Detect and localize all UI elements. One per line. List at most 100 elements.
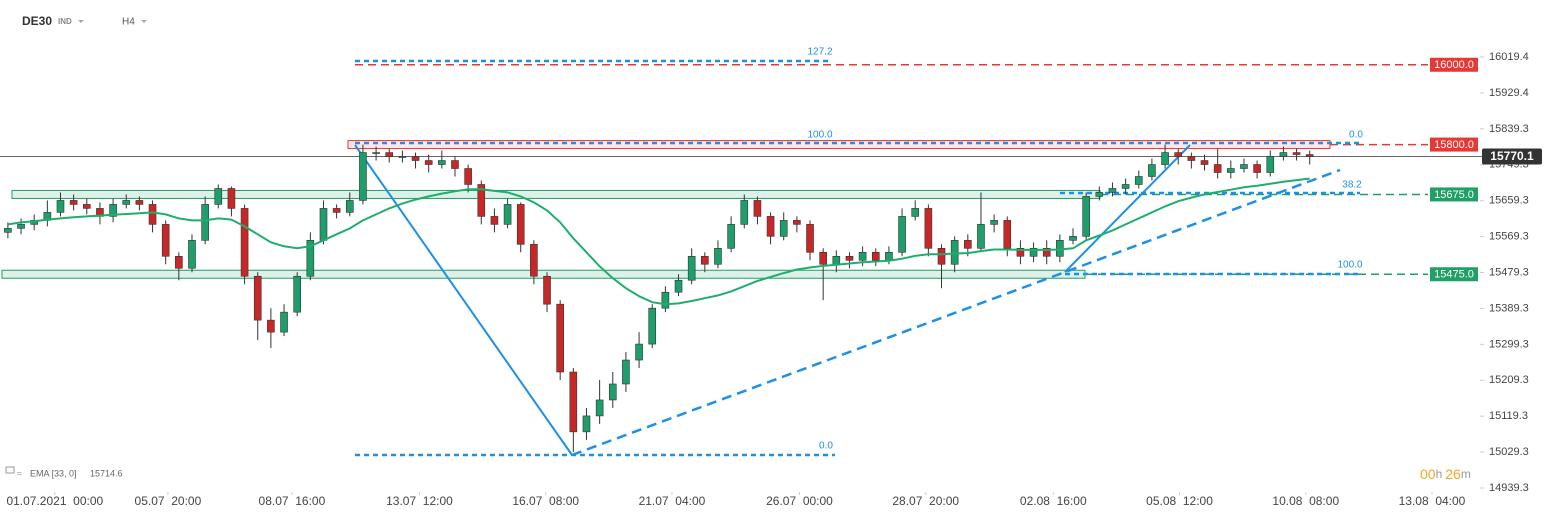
candle-body: [832, 255, 841, 265]
overlay: 127.2 100.0 0.0 0.0 38.2 100.0: [1, 47, 1428, 457]
x-tick-label: 08.07 16:00: [259, 494, 326, 508]
candle-body: [267, 319, 275, 333]
candle-body: [240, 208, 249, 277]
candle-body: [569, 371, 578, 433]
x-tick-label: 10.08 08:00: [1272, 494, 1339, 508]
y-tick-label: 15209.3: [1489, 374, 1529, 386]
candle-body: [990, 220, 998, 225]
candle-body: [175, 255, 183, 269]
candle-body: [1121, 184, 1130, 189]
timeframe[interactable]: H4: [122, 17, 135, 28]
candle-body: [950, 240, 959, 265]
fib-line: [354, 144, 573, 456]
fib-label: 100.0: [807, 130, 832, 141]
x-tick-label: 13.07 12:00: [386, 494, 453, 508]
candle-body: [1095, 192, 1104, 197]
candle-body: [1292, 152, 1301, 155]
candle-body: [214, 188, 223, 205]
fib-label: 0.0: [1349, 130, 1363, 141]
candle-body: [701, 255, 709, 265]
candle-body: [556, 303, 564, 373]
candle-body: [293, 275, 301, 313]
candle-body: [648, 307, 657, 345]
current-price-box: [1482, 148, 1542, 165]
fib-label: 0.0: [819, 441, 833, 452]
y-tick-label: 15119.3: [1489, 410, 1528, 422]
timer-unit: h: [1436, 467, 1443, 481]
candle-body: [438, 160, 446, 165]
candle-body: [122, 200, 131, 205]
candle-body: [964, 240, 972, 249]
candle-body: [135, 200, 144, 205]
x-tick-label: 05.08 12:00: [1146, 494, 1213, 508]
candle-body: [1305, 154, 1314, 157]
candle-body: [1240, 164, 1248, 169]
fib-label: 38.2: [1342, 180, 1362, 191]
candle-body: [898, 216, 906, 253]
candle-body: [1161, 152, 1169, 165]
candle-body: [1213, 164, 1222, 173]
candle-body: [1279, 152, 1288, 157]
candle-body: [385, 152, 394, 157]
candle-body: [753, 200, 762, 217]
level-zone: [347, 140, 1331, 150]
candle-body: [1029, 248, 1038, 257]
fib-line: [1064, 144, 1191, 273]
candle-body: [4, 228, 12, 233]
level-label: 15475.0: [1434, 269, 1474, 281]
candle-body: [148, 204, 157, 225]
x-tick-label: 13.08 04:00: [1399, 494, 1466, 508]
candle-body: [503, 204, 512, 225]
candle-body: [937, 248, 946, 265]
level-label-box: [1430, 187, 1478, 202]
candle-body: [911, 208, 920, 217]
x-tick-label: 26.07 00:00: [766, 494, 833, 508]
y-tick-label: 15929.4: [1489, 87, 1529, 99]
dropdown-caret[interactable]: [78, 20, 84, 23]
candle-body: [608, 383, 617, 401]
timer: 00h 26m: [1420, 466, 1471, 482]
candle-body: [635, 343, 643, 361]
candle-body: [477, 184, 486, 217]
candle-body: [372, 152, 380, 154]
candle-body: [69, 200, 78, 205]
level-zone: [11, 189, 1101, 199]
candle-body: [319, 208, 328, 241]
candle-body: [411, 156, 420, 161]
candle-body: [595, 399, 604, 417]
indicator-name: EMA [33, 0]: [30, 468, 77, 478]
candle-body: [661, 291, 670, 309]
candle-body: [674, 279, 683, 293]
candle-body: [109, 204, 117, 217]
candle-body: [714, 248, 722, 265]
symbol: DE30: [22, 14, 52, 28]
x-tick-label: 28.07 20:00: [892, 494, 959, 508]
candle-body: [871, 252, 880, 261]
candle-body: [622, 359, 630, 385]
indicator-icon: ≈: [17, 468, 22, 478]
y-tick-label: 15659.3: [1489, 195, 1529, 207]
y-tick-label: 16019.4: [1489, 51, 1529, 63]
fib-label: 100.0: [1337, 260, 1362, 271]
candle-body: [424, 160, 433, 165]
candle-body: [464, 168, 472, 185]
candle-body: [687, 255, 696, 281]
current-price-label: 15770.1: [1490, 149, 1534, 163]
y-tick-label: 15029.3: [1489, 446, 1529, 458]
candle-body: [1266, 156, 1275, 173]
dropdown-caret[interactable]: [141, 20, 147, 23]
fib-line: [571, 168, 1341, 457]
candle-body: [306, 240, 315, 277]
y-tick-label: 15299.3: [1489, 338, 1529, 350]
candle-body: [359, 152, 367, 201]
candle-body: [1174, 152, 1183, 157]
x-tick-label: 01.07.2021 00:00: [6, 494, 103, 508]
candle-body: [977, 224, 985, 249]
candle-body: [1253, 164, 1261, 173]
candle-body: [1042, 248, 1051, 257]
candle-body: [727, 224, 735, 249]
candle-body: [1200, 160, 1209, 165]
x-tick-label: 21.07 04:00: [639, 494, 706, 508]
indicator-icon[interactable]: [5, 466, 15, 474]
